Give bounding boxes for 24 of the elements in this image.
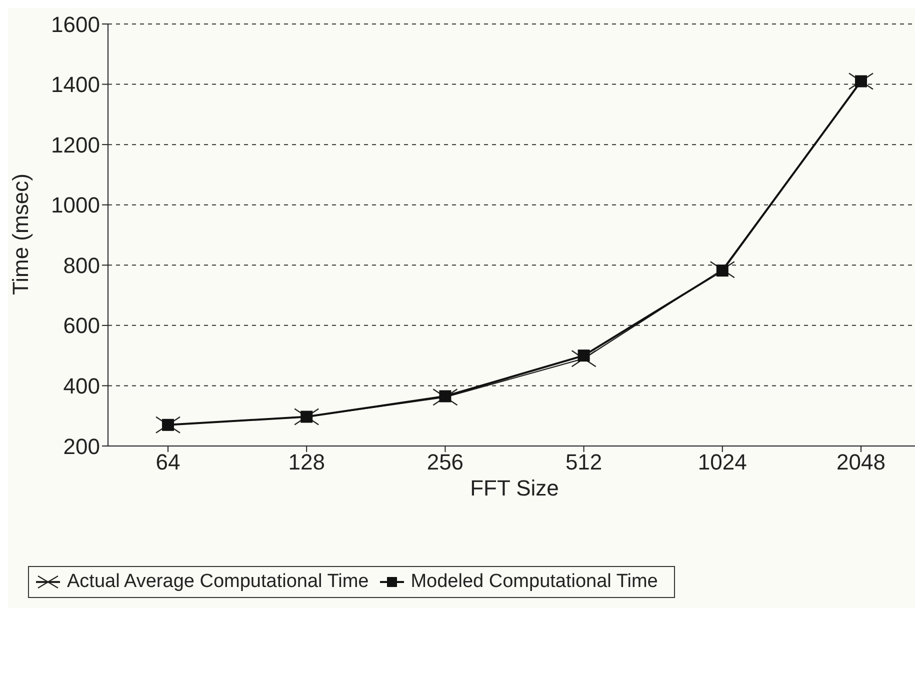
y-tick-label: 1200 (51, 132, 100, 158)
x-tick-label: 2048 (836, 450, 886, 475)
x-axis-title: FFT Size (470, 476, 559, 501)
y-tick-label: 1000 (51, 192, 100, 218)
point (855, 75, 867, 88)
point (162, 418, 174, 431)
point (300, 410, 313, 423)
x-tick-label: 256 (426, 450, 464, 475)
y-tick-label: 800 (63, 252, 100, 278)
y-tick-label: 200 (63, 434, 100, 459)
x-tick-label: 512 (565, 450, 602, 475)
x-tick-label: 1024 (698, 450, 747, 475)
y-tick-label: 400 (63, 374, 100, 399)
y-tick-label: 1600 (51, 12, 100, 37)
y-tick-label: 1400 (51, 72, 100, 98)
y-tick-label: 600 (63, 313, 100, 338)
legend-label: Modeled Computational Time (410, 571, 658, 592)
x-tick-label: 64 (156, 450, 180, 475)
point (578, 350, 590, 362)
point (716, 264, 728, 277)
legend-label: Actual Average Computational Time (66, 571, 369, 592)
y-axis-title: Time (msec) (8, 174, 33, 295)
point (439, 390, 452, 402)
x-tick-label: 128 (288, 450, 325, 475)
